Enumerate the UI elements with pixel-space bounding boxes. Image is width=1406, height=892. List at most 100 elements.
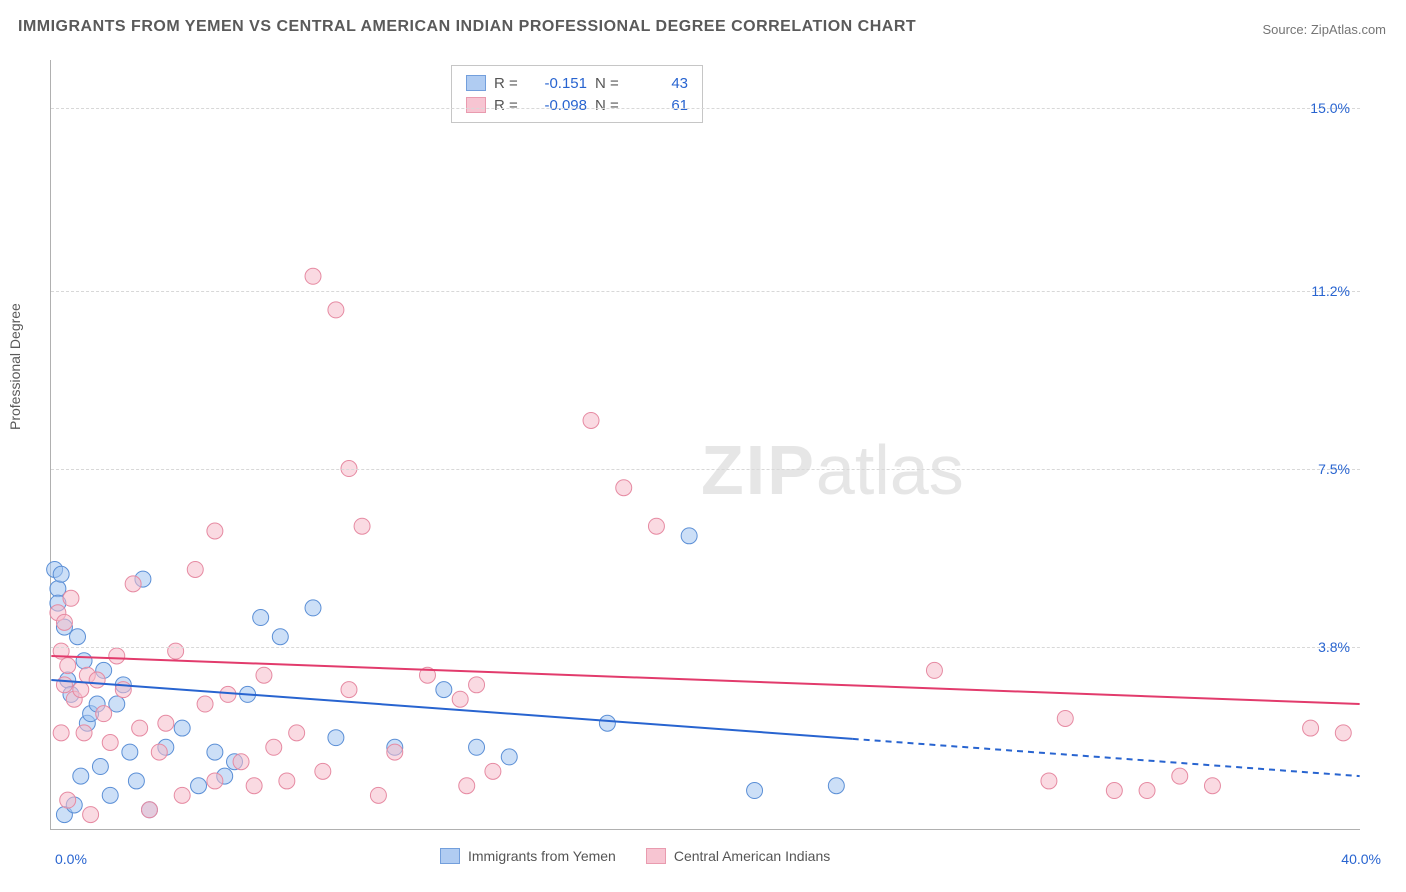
scatter-point [828, 778, 844, 794]
scatter-point [328, 730, 344, 746]
scatter-point [1204, 778, 1220, 794]
scatter-svg [51, 60, 1360, 829]
scatter-point [266, 739, 282, 755]
scatter-point [452, 691, 468, 707]
scatter-point [485, 763, 501, 779]
gridline [51, 108, 1360, 109]
legend-item-1: Immigrants from Yemen [440, 848, 616, 864]
scatter-point [747, 783, 763, 799]
scatter-point [102, 787, 118, 803]
gridline [51, 291, 1360, 292]
scatter-point [459, 778, 475, 794]
scatter-point [1041, 773, 1057, 789]
scatter-point [73, 768, 89, 784]
scatter-point [233, 754, 249, 770]
scatter-point [354, 518, 370, 534]
y-tick-label: 7.5% [1318, 461, 1350, 477]
scatter-point [197, 696, 213, 712]
scatter-point [76, 725, 92, 741]
scatter-point [1172, 768, 1188, 784]
x-tick-max: 40.0% [1341, 851, 1381, 867]
scatter-point [501, 749, 517, 765]
scatter-point [56, 614, 72, 630]
gridline [51, 647, 1360, 648]
scatter-point [141, 802, 157, 818]
scatter-point [174, 720, 190, 736]
trendline-dashed [853, 739, 1360, 776]
scatter-point [187, 561, 203, 577]
legend-label-1: Immigrants from Yemen [468, 848, 616, 864]
scatter-point [174, 787, 190, 803]
scatter-point [132, 720, 148, 736]
scatter-point [191, 778, 207, 794]
y-tick-label: 15.0% [1310, 100, 1350, 116]
scatter-point [279, 773, 295, 789]
scatter-point [616, 480, 632, 496]
scatter-point [70, 629, 86, 645]
scatter-point [207, 744, 223, 760]
scatter-point [83, 807, 99, 823]
series-legend: Immigrants from Yemen Central American I… [440, 848, 830, 864]
scatter-point [125, 576, 141, 592]
scatter-point [207, 523, 223, 539]
scatter-point [681, 528, 697, 544]
scatter-point [469, 739, 485, 755]
gridline [51, 469, 1360, 470]
x-tick-min: 0.0% [55, 851, 87, 867]
scatter-point [469, 677, 485, 693]
scatter-point [53, 725, 69, 741]
scatter-point [50, 581, 66, 597]
scatter-point [207, 773, 223, 789]
scatter-point [256, 667, 272, 683]
scatter-point [599, 715, 615, 731]
scatter-point [370, 787, 386, 803]
chart-plot-area: ZIPatlas R = -0.151 N = 43 R = -0.098 N … [50, 60, 1360, 830]
scatter-point [315, 763, 331, 779]
scatter-point [436, 682, 452, 698]
scatter-point [387, 744, 403, 760]
scatter-point [1057, 710, 1073, 726]
scatter-point [648, 518, 664, 534]
scatter-point [92, 759, 108, 775]
scatter-point [96, 706, 112, 722]
scatter-point [305, 268, 321, 284]
source-label: Source: ZipAtlas.com [1262, 22, 1386, 37]
scatter-point [1106, 783, 1122, 799]
scatter-point [583, 412, 599, 428]
scatter-point [246, 778, 262, 794]
scatter-point [272, 629, 288, 645]
scatter-point [109, 696, 125, 712]
y-axis-label: Professional Degree [7, 303, 23, 430]
scatter-point [289, 725, 305, 741]
y-tick-label: 11.2% [1311, 283, 1350, 299]
scatter-point [1303, 720, 1319, 736]
scatter-point [328, 302, 344, 318]
scatter-point [158, 715, 174, 731]
scatter-point [102, 734, 118, 750]
scatter-point [76, 653, 92, 669]
scatter-point [128, 773, 144, 789]
scatter-point [73, 682, 89, 698]
scatter-point [60, 658, 76, 674]
legend-item-2: Central American Indians [646, 848, 830, 864]
scatter-point [89, 672, 105, 688]
scatter-point [109, 648, 125, 664]
chart-title: IMMIGRANTS FROM YEMEN VS CENTRAL AMERICA… [18, 18, 916, 36]
scatter-point [56, 677, 72, 693]
scatter-point [168, 643, 184, 659]
scatter-point [63, 590, 79, 606]
scatter-point [341, 682, 357, 698]
scatter-point [151, 744, 167, 760]
y-tick-label: 3.8% [1318, 639, 1350, 655]
swatch-bottom-1 [440, 848, 460, 864]
scatter-point [122, 744, 138, 760]
scatter-point [305, 600, 321, 616]
scatter-point [220, 686, 236, 702]
scatter-point [60, 792, 76, 808]
scatter-point [53, 566, 69, 582]
swatch-bottom-2 [646, 848, 666, 864]
scatter-point [1139, 783, 1155, 799]
legend-label-2: Central American Indians [674, 848, 830, 864]
scatter-point [253, 610, 269, 626]
scatter-point [926, 662, 942, 678]
